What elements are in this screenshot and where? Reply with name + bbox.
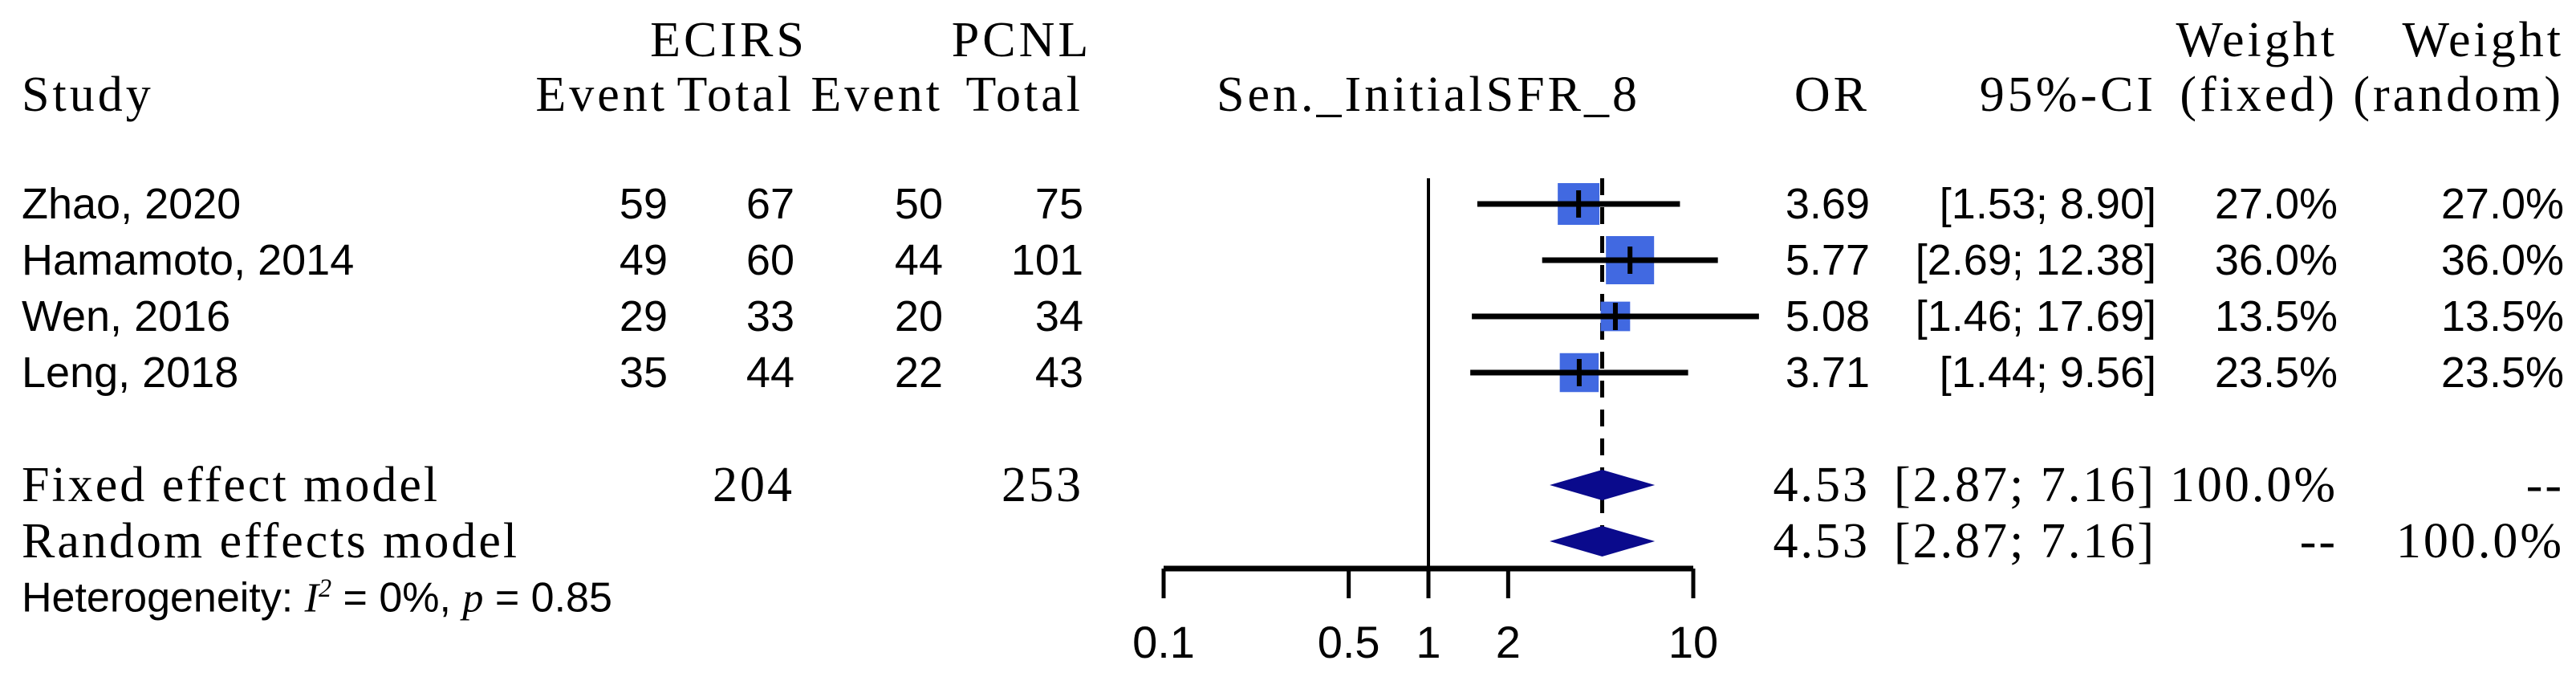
weight-random-header: (random): [2353, 67, 2564, 122]
summary-label: Fixed effect model: [22, 458, 441, 512]
pcnl-total-header: Total: [965, 67, 1083, 122]
weight-random-value: 23.5%: [2440, 349, 2564, 397]
point-estimate-tick: [1576, 190, 1582, 218]
ci-value: [2.87; 7.16]: [1893, 458, 2156, 512]
pcnl-event-value: 44: [894, 236, 943, 284]
study-label: Zhao, 2020: [22, 180, 242, 228]
ci-value: [1.44; 9.56]: [1939, 349, 2156, 397]
or-value: 3.69: [1785, 180, 1870, 228]
ecirs-event-value: 35: [619, 349, 668, 397]
weight-fixed-header-word: Weight: [2176, 13, 2338, 67]
weight-fixed-value: 27.0%: [2214, 180, 2338, 228]
study-column-header: Study: [22, 67, 154, 122]
plot-title: Sen._InitialSFR_8: [1217, 67, 1640, 122]
weight-random-value: 13.5%: [2440, 292, 2564, 340]
study-label: Leng, 2018: [22, 349, 239, 397]
heterogeneity-note: Heterogeneity: I2 = 0%, p = 0.85: [22, 575, 612, 619]
ecirs-event-value: 49: [619, 236, 668, 284]
study-label: Wen, 2016: [22, 292, 231, 340]
or-value: 4.53: [1773, 458, 1870, 512]
pcnl-event-value: 22: [894, 349, 943, 397]
axis-tick-label: 0.1: [1132, 617, 1195, 667]
axis-tick-label: 10: [1668, 617, 1719, 667]
axis-tick-label: 2: [1495, 617, 1521, 667]
weight-random-value: --: [2525, 458, 2564, 512]
ecirs-total-value: 204: [713, 458, 794, 512]
point-estimate-tick: [1576, 359, 1582, 386]
pcnl-total-value: 43: [1034, 349, 1083, 397]
ci-value: [2.87; 7.16]: [1893, 514, 2156, 569]
ci-value: [1.53; 8.90]: [1939, 180, 2156, 228]
pcnl-total-value: 253: [1002, 458, 1083, 512]
pcnl-event-value: 20: [894, 292, 943, 340]
heterogeneity-prefix: Heterogeneity:: [22, 574, 305, 622]
weight-random-value: 100.0%: [2395, 514, 2564, 569]
group-header-ecirs: ECIRS: [650, 13, 807, 67]
heterogeneity-end: = 0.85: [483, 574, 612, 622]
pcnl-event-header: Event: [811, 67, 943, 122]
axis-tick-label: 0.5: [1317, 617, 1380, 667]
point-estimate-tick: [1612, 303, 1618, 330]
ecirs-total-header: Total: [677, 67, 794, 122]
group-header-pcnl: PCNL: [951, 13, 1092, 67]
point-estimate-tick: [1627, 247, 1633, 274]
fixed-effect-diamond: [1550, 470, 1656, 500]
pcnl-total-value: 101: [1010, 236, 1083, 284]
ecirs-event-header: Event: [535, 67, 668, 122]
summary-label: Random effects model: [22, 514, 520, 569]
ci-value: [1.46; 17.69]: [1915, 292, 2156, 340]
weight-fixed-value: 36.0%: [2214, 236, 2338, 284]
or-value: 4.53: [1773, 514, 1870, 569]
weight-random-header-word: Weight: [2402, 13, 2564, 67]
axis-tick-label: 1: [1416, 617, 1441, 667]
pcnl-total-value: 75: [1034, 180, 1083, 228]
random-effects-diamond: [1550, 526, 1656, 557]
weight-random-value: 27.0%: [2440, 180, 2564, 228]
weight-fixed-value: 13.5%: [2214, 292, 2338, 340]
pcnl-total-value: 34: [1034, 292, 1083, 340]
weight-fixed-value: --: [2299, 514, 2338, 569]
ci-column-header: 95%-CI: [1979, 67, 2156, 122]
ecirs-total-value: 33: [746, 292, 794, 340]
or-value: 5.77: [1785, 236, 1870, 284]
i-squared-symbol: I2: [304, 573, 332, 622]
or-value: 3.71: [1785, 349, 1870, 397]
p-symbol: p: [462, 575, 484, 622]
weight-fixed-header: (fixed): [2180, 67, 2338, 122]
weight-fixed-value: 23.5%: [2214, 349, 2338, 397]
weight-fixed-value: 100.0%: [2169, 458, 2338, 512]
ci-value: [2.69; 12.38]: [1915, 236, 2156, 284]
ecirs-total-value: 60: [746, 236, 794, 284]
ecirs-total-value: 44: [746, 349, 794, 397]
pcnl-event-value: 50: [894, 180, 943, 228]
or-column-header: OR: [1794, 67, 1870, 122]
study-label: Hamamoto, 2014: [22, 236, 355, 284]
or-value: 5.08: [1785, 292, 1870, 340]
ecirs-total-value: 67: [746, 180, 794, 228]
heterogeneity-mid: = 0%,: [331, 574, 463, 622]
ecirs-event-value: 29: [619, 292, 668, 340]
ecirs-event-value: 59: [619, 180, 668, 228]
weight-random-value: 36.0%: [2440, 236, 2564, 284]
